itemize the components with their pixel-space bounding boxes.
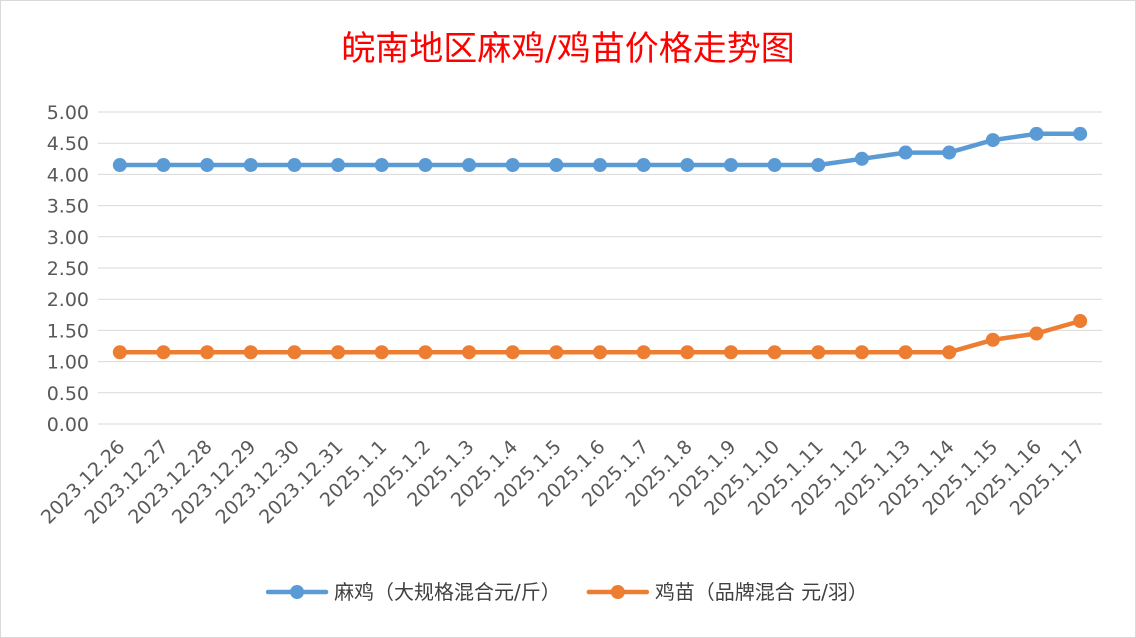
data-point-0-22 — [1073, 126, 1088, 141]
data-point-1-7 — [418, 345, 433, 360]
data-point-0-9 — [505, 158, 520, 173]
data-point-1-16 — [811, 345, 826, 360]
gridlines — [98, 111, 1102, 425]
data-point-1-10 — [549, 345, 564, 360]
data-point-1-22 — [1073, 314, 1088, 329]
legend: 麻鸡（大规格混合元/斤） 鸡苗（品牌混合 元/羽） — [265, 580, 868, 604]
data-point-0-1 — [156, 158, 171, 173]
data-point-1-3 — [243, 345, 258, 360]
data-point-1-19 — [942, 345, 957, 360]
y-tick-label: 4.00 — [47, 164, 89, 186]
data-point-1-2 — [200, 345, 215, 360]
data-point-1-14 — [723, 345, 738, 360]
data-point-0-17 — [854, 151, 869, 166]
data-point-1-12 — [636, 345, 651, 360]
data-point-0-18 — [898, 145, 913, 160]
y-tick-label: 0.00 — [47, 414, 89, 436]
legend-marker-dot-0 — [290, 585, 305, 599]
data-point-1-4 — [287, 345, 302, 360]
data-point-1-18 — [898, 345, 913, 360]
data-point-0-15 — [767, 158, 782, 173]
data-point-0-0 — [112, 158, 127, 173]
y-tick-label: 4.50 — [47, 133, 89, 155]
data-point-1-20 — [985, 332, 1000, 347]
data-point-0-5 — [331, 158, 346, 173]
data-point-0-4 — [287, 158, 302, 173]
data-point-0-13 — [680, 158, 695, 173]
data-point-0-6 — [374, 158, 389, 173]
data-point-1-1 — [156, 345, 171, 360]
data-point-0-3 — [243, 158, 258, 173]
data-point-0-19 — [942, 145, 957, 160]
y-tick-label: 3.50 — [47, 196, 89, 218]
legend-marker-dot-1 — [610, 585, 625, 599]
data-point-0-14 — [723, 158, 738, 173]
chart-title: 皖南地区麻鸡/鸡苗价格走势图 — [341, 29, 794, 69]
y-tick-label: 3.00 — [47, 227, 89, 249]
data-point-1-11 — [593, 345, 607, 360]
y-tick-label: 2.00 — [47, 289, 89, 311]
y-tick-label: 1.00 — [47, 352, 89, 374]
y-tick-label: 2.50 — [47, 258, 89, 280]
data-point-1-9 — [505, 345, 520, 360]
data-point-0-7 — [418, 158, 433, 173]
data-point-0-2 — [200, 158, 215, 173]
legend-label-0: 麻鸡（大规格混合元/斤） — [334, 580, 561, 604]
data-point-1-15 — [767, 345, 782, 360]
data-point-0-12 — [636, 158, 651, 173]
y-tick-label: 0.50 — [47, 383, 89, 405]
data-point-1-6 — [374, 345, 389, 360]
data-point-1-5 — [331, 345, 346, 360]
y-axis-ticks: 0.00 0.50 1.00 1.50 2.00 2.50 3.00 3.50 4.00 4.50… — [47, 102, 89, 436]
data-point-1-13 — [680, 345, 695, 360]
data-point-1-17 — [854, 345, 869, 360]
data-point-1-0 — [112, 345, 127, 360]
data-point-0-21 — [1029, 126, 1044, 141]
data-point-0-20 — [985, 133, 1000, 148]
series-layer — [112, 126, 1088, 360]
y-tick-label: 1.50 — [47, 320, 89, 342]
data-point-0-8 — [462, 158, 477, 173]
data-point-0-10 — [549, 158, 564, 173]
legend-label-1: 鸡苗（品牌混合 元/羽） — [655, 580, 868, 604]
y-tick-label: 5.00 — [47, 102, 89, 124]
data-point-0-11 — [593, 158, 607, 173]
data-point-1-8 — [462, 345, 477, 360]
data-point-0-16 — [811, 158, 826, 173]
data-point-1-21 — [1029, 326, 1044, 341]
